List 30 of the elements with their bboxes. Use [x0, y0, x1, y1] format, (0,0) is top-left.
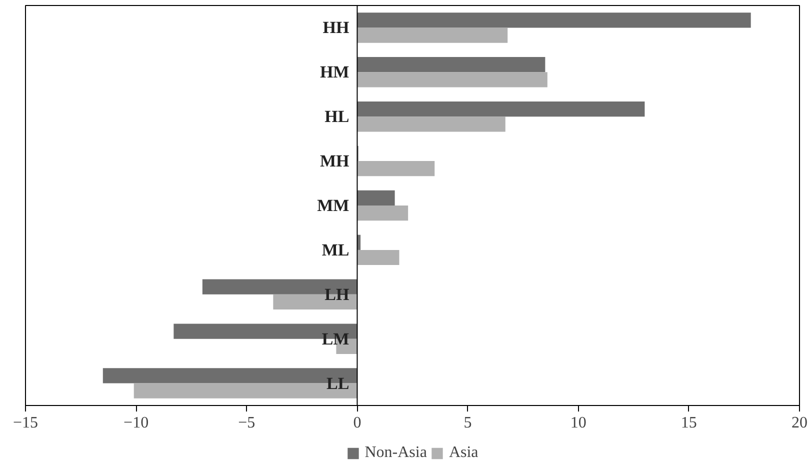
bar	[357, 116, 506, 132]
y-tick-label: MH	[320, 152, 350, 171]
bar	[357, 250, 400, 266]
y-tick-label: ML	[322, 240, 350, 260]
bar	[357, 234, 361, 250]
x-tick-label: 10	[570, 414, 586, 432]
y-tick-label: HL	[324, 107, 350, 126]
bar	[357, 12, 751, 28]
x-tick-label: −10	[124, 414, 149, 432]
x-tick-label: −15	[12, 414, 38, 432]
bar	[357, 161, 435, 176]
y-tick-label: MM	[317, 196, 350, 215]
legend-label: Non-Asia	[364, 444, 427, 462]
y-tick-label: LM	[322, 329, 350, 348]
x-tick-label: 20	[792, 414, 808, 432]
x-tick-label: 5	[464, 414, 472, 432]
bar	[357, 28, 508, 43]
y-tick-label: LL	[326, 374, 350, 393]
bar	[357, 72, 548, 88]
legend-label: Asia	[448, 444, 478, 462]
x-tick-label: 15	[680, 414, 697, 432]
y-tick-label: LH	[324, 284, 350, 304]
y-tick-label: HH	[322, 18, 350, 38]
y-tick-label: HM	[320, 62, 350, 82]
bar	[357, 102, 645, 117]
x-tick-label: 0	[353, 414, 362, 432]
bar	[357, 190, 395, 206]
bar	[357, 57, 546, 72]
bar	[357, 206, 408, 221]
x-tick-label: −5	[238, 414, 256, 432]
